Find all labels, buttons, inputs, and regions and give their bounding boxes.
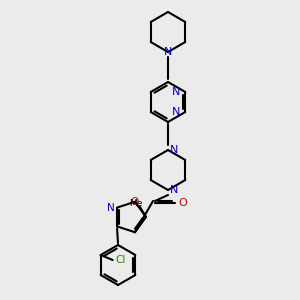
Text: N: N xyxy=(164,47,172,57)
Text: N: N xyxy=(172,107,180,117)
Text: Me: Me xyxy=(129,200,143,208)
Text: N: N xyxy=(170,145,178,155)
Text: Cl: Cl xyxy=(116,255,126,265)
Text: O: O xyxy=(131,197,139,207)
Text: N: N xyxy=(107,202,115,213)
Text: O: O xyxy=(178,198,188,208)
Text: N: N xyxy=(170,185,178,195)
Text: N: N xyxy=(172,87,180,97)
